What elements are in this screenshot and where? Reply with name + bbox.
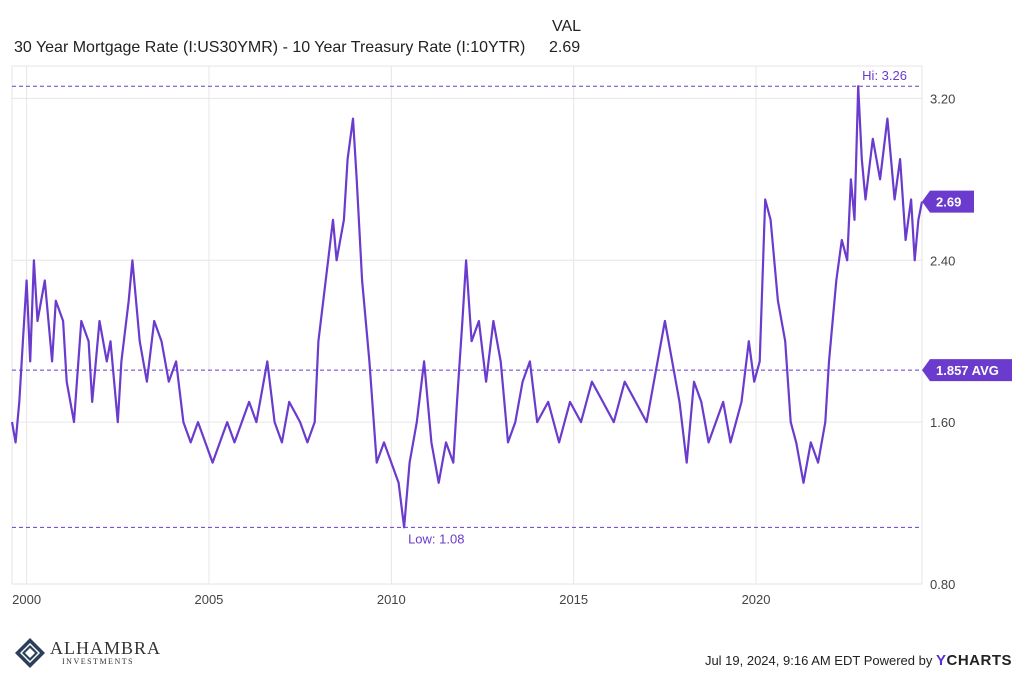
legend-value-header: VAL [552,18,582,35]
x-tick-label: 2000 [12,592,41,607]
series-line [10,85,924,529]
footer-attribution: Jul 19, 2024, 9:16 AM EDT Powered by YCH… [705,652,1012,669]
ycharts-logo[interactable]: YCHARTS [936,652,1012,669]
reference-label: Hi: 3.26 [862,68,907,83]
y-tick-label: 3.20 [930,91,955,106]
alhambra-logo: ALHAMBRA INVESTMENTS [14,634,160,672]
y-tick-label: 2.40 [930,253,955,268]
x-tick-label: 2010 [377,592,406,607]
legend-series-name[interactable]: 30 Year Mortgage Rate (I:US30YMR) - 10 Y… [14,39,526,56]
last-value-label: 2.69 [936,195,961,210]
plot-area [11,65,923,585]
x-tick-label: 2020 [742,592,771,607]
last-value-badge [922,190,974,213]
logo-sub-text: INVESTMENTS [62,657,135,666]
footer-powered-by: Powered by [863,653,933,668]
ycharts-logo-y: Y [935,652,947,669]
ycharts-logo-rest: CHARTS [946,652,1012,669]
footer-timestamp: Jul 19, 2024, 9:16 AM EDT [704,653,861,668]
y-tick-label: 0.80 [930,577,955,592]
diamond-logo-icon [15,638,45,668]
x-tick-label: 2015 [559,592,588,607]
chart-legend: VAL 30 Year Mortgage Rate (I:US30YMR) - … [0,0,1024,64]
legend-series-value: 2.69 [549,39,581,56]
y-tick-label: 1.60 [930,415,955,430]
avg-badge-label: 1.857 AVG [936,363,999,378]
x-tick-label: 2005 [194,592,223,607]
avg-badge [922,359,1012,382]
logo-main-text: ALHAMBRA [50,638,162,658]
reference-label: Low: 1.08 [408,531,464,546]
